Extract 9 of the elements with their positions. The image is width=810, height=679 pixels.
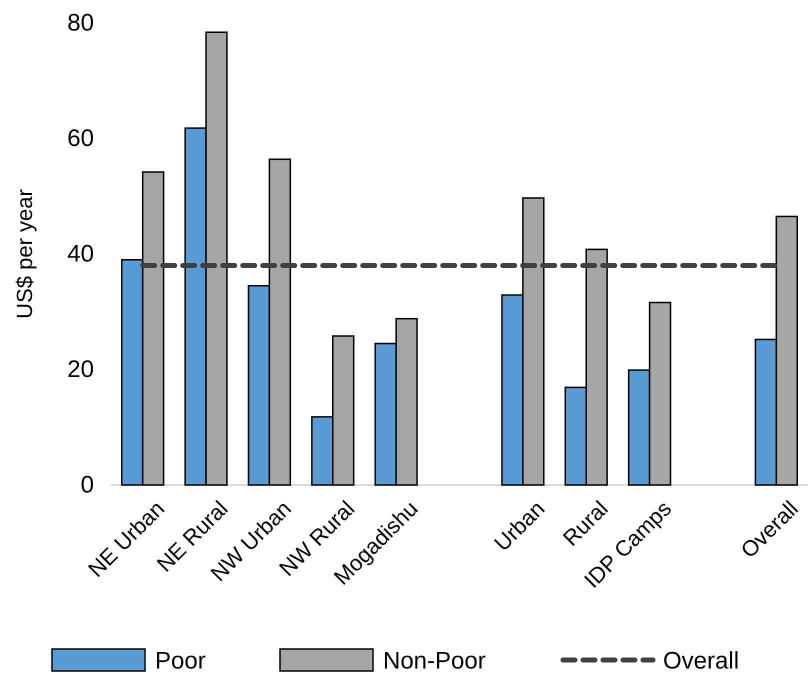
y-tick-label: 60 [67,125,94,152]
legend-label: Overall [663,647,740,674]
y-tick-label: 0 [80,472,94,499]
y-axis-title: US$ per year [12,189,37,319]
legend-label: Poor [155,647,206,674]
y-tick-label: 20 [67,356,94,384]
legend-label: Non-Poor [383,647,486,674]
y-tick-label: 40 [67,240,94,268]
y-tick-label: 80 [67,10,94,37]
